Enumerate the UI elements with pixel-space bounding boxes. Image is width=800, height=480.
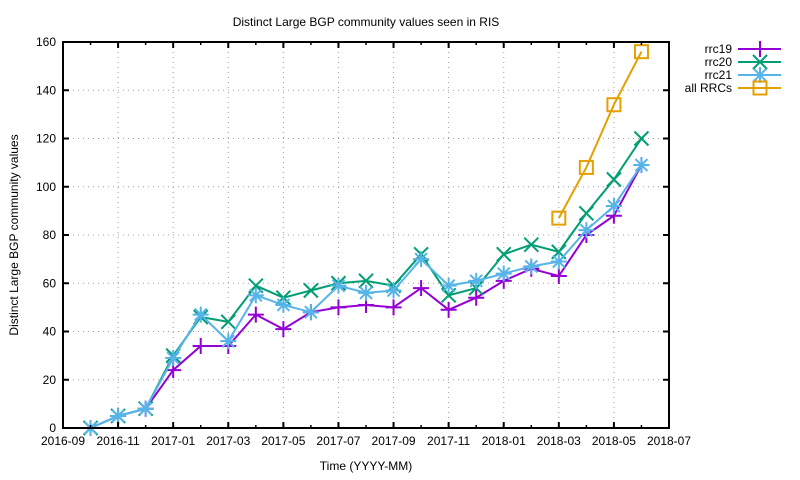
x-tick-label: 2018-03 (537, 434, 581, 448)
series-line (557, 51, 643, 219)
data-point (523, 236, 539, 253)
data-point (275, 321, 292, 338)
data-point (303, 282, 319, 299)
legend-label: rrc20 (705, 55, 733, 69)
legend-label: rrc21 (705, 68, 733, 82)
data-point (633, 44, 649, 60)
series-rrc21 (82, 157, 650, 436)
data-point (495, 265, 512, 282)
data-point (137, 400, 154, 417)
x-tick-label: 2016-09 (41, 434, 85, 448)
data-point (413, 251, 430, 268)
data-point (330, 277, 347, 294)
y-tick-label: 140 (36, 83, 56, 97)
y-axis-title: Distinct Large BGP community values (7, 134, 21, 335)
data-point (110, 407, 127, 424)
data-point (385, 299, 402, 316)
data-point (440, 301, 457, 318)
data-point (220, 314, 236, 330)
x-tick-label: 2017-05 (261, 434, 305, 448)
data-point (633, 157, 650, 174)
grid (63, 42, 669, 428)
data-point (523, 258, 540, 275)
y-tick-label: 40 (43, 325, 57, 339)
data-point (165, 350, 182, 367)
x-tick-label: 2018-05 (592, 434, 636, 448)
data-point (550, 268, 567, 285)
data-point (578, 159, 594, 175)
data-point (468, 289, 485, 306)
data-point (247, 287, 264, 304)
legend-marker (752, 80, 768, 96)
data-point (550, 253, 567, 270)
data-point (385, 282, 402, 299)
data-point (605, 198, 622, 215)
data-point (302, 304, 319, 321)
data-point (192, 337, 209, 354)
legend-label: rrc19 (705, 42, 733, 56)
y-tick-label: 60 (43, 276, 57, 290)
chart-title: Distinct Large BGP community values seen… (233, 15, 500, 29)
x-tick-label: 2017-09 (372, 434, 416, 448)
data-point (220, 333, 237, 350)
x-tick-label: 2017-07 (316, 434, 360, 448)
x-tick-label: 2018-01 (482, 434, 526, 448)
legend-label: all RRCs (685, 81, 732, 95)
legend-item: rrc20 (705, 54, 781, 70)
data-point (578, 222, 595, 239)
y-tick-label: 80 (43, 228, 57, 242)
legend-marker (752, 54, 768, 70)
data-point (440, 277, 457, 294)
x-tick-label: 2016-11 (97, 434, 140, 448)
legend-marker (752, 67, 768, 83)
legend-item: all RRCs (685, 80, 781, 96)
y-tick-label: 120 (36, 132, 56, 146)
data-point (192, 306, 209, 323)
x-tick-label: 2017-01 (151, 434, 195, 448)
ticks: 0 20 40 60 80 100 120 140 160 2016-09 2016-11 2017-… (36, 35, 691, 448)
y-tick-label: 0 (49, 421, 56, 435)
y-tick-label: 100 (36, 180, 56, 194)
legend-marker (752, 41, 768, 57)
data-point (358, 284, 374, 301)
data-point (413, 280, 430, 297)
data-point (468, 272, 485, 289)
series-layer (82, 44, 650, 436)
x-tick-label: 2018-07 (647, 434, 691, 448)
data-point (633, 130, 650, 147)
data-point (606, 171, 622, 188)
x-axis-title: Time (YYYY-MM) (320, 459, 412, 473)
x-tick-label: 2017-11 (427, 434, 470, 448)
data-point (551, 210, 567, 226)
data-point (578, 205, 595, 221)
data-point (606, 97, 622, 113)
data-point (496, 246, 512, 263)
y-tick-label: 160 (36, 35, 56, 49)
y-tick-label: 20 (43, 373, 57, 387)
data-point (330, 299, 347, 316)
legend-item: rrc19 (705, 41, 781, 57)
series-all-rrcs (551, 44, 649, 226)
data-point (275, 296, 292, 313)
legend-item: rrc21 (705, 67, 781, 83)
data-point (247, 306, 264, 323)
data-point (358, 273, 374, 289)
x-tick-label: 2017-03 (206, 434, 250, 448)
